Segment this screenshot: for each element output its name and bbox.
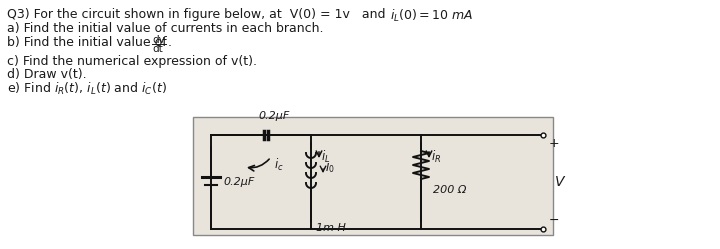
Text: dt: dt — [152, 44, 163, 54]
Text: −: − — [549, 214, 559, 227]
Bar — [193, 117, 553, 235]
Text: +: + — [549, 137, 559, 150]
Text: 0.2μF: 0.2μF — [223, 177, 254, 187]
Text: $i_R$: $i_R$ — [431, 149, 441, 165]
Text: e) Find $i_R(t)$, $i_L(t)$ and $i_C(t)$: e) Find $i_R(t)$, $i_L(t)$ and $i_C(t)$ — [7, 81, 167, 97]
Text: dv: dv — [152, 35, 165, 45]
Text: 1m H: 1m H — [316, 223, 346, 233]
Text: d) Draw v(t).: d) Draw v(t). — [7, 68, 86, 81]
Text: $I_0$: $I_0$ — [325, 161, 335, 175]
Text: 0.2μF: 0.2μF — [258, 111, 289, 121]
Text: 200 Ω: 200 Ω — [433, 185, 467, 195]
Text: c) Find the numerical expression of v(t).: c) Find the numerical expression of v(t)… — [7, 55, 257, 68]
Text: $i_L$: $i_L$ — [321, 149, 330, 165]
Text: a) Find the initial value of currents in each branch.: a) Find the initial value of currents in… — [7, 22, 323, 35]
Text: .: . — [168, 36, 172, 49]
Text: $i_c$: $i_c$ — [274, 157, 284, 173]
Text: V: V — [555, 175, 564, 189]
Text: b) Find the initial value of: b) Find the initial value of — [7, 36, 167, 49]
Text: Q3) For the circuit shown in figure below, at  V(0) = 1v   and: Q3) For the circuit shown in figure belo… — [7, 8, 385, 21]
Text: $i_L(0) = 10\ mA$: $i_L(0) = 10\ mA$ — [390, 8, 474, 24]
